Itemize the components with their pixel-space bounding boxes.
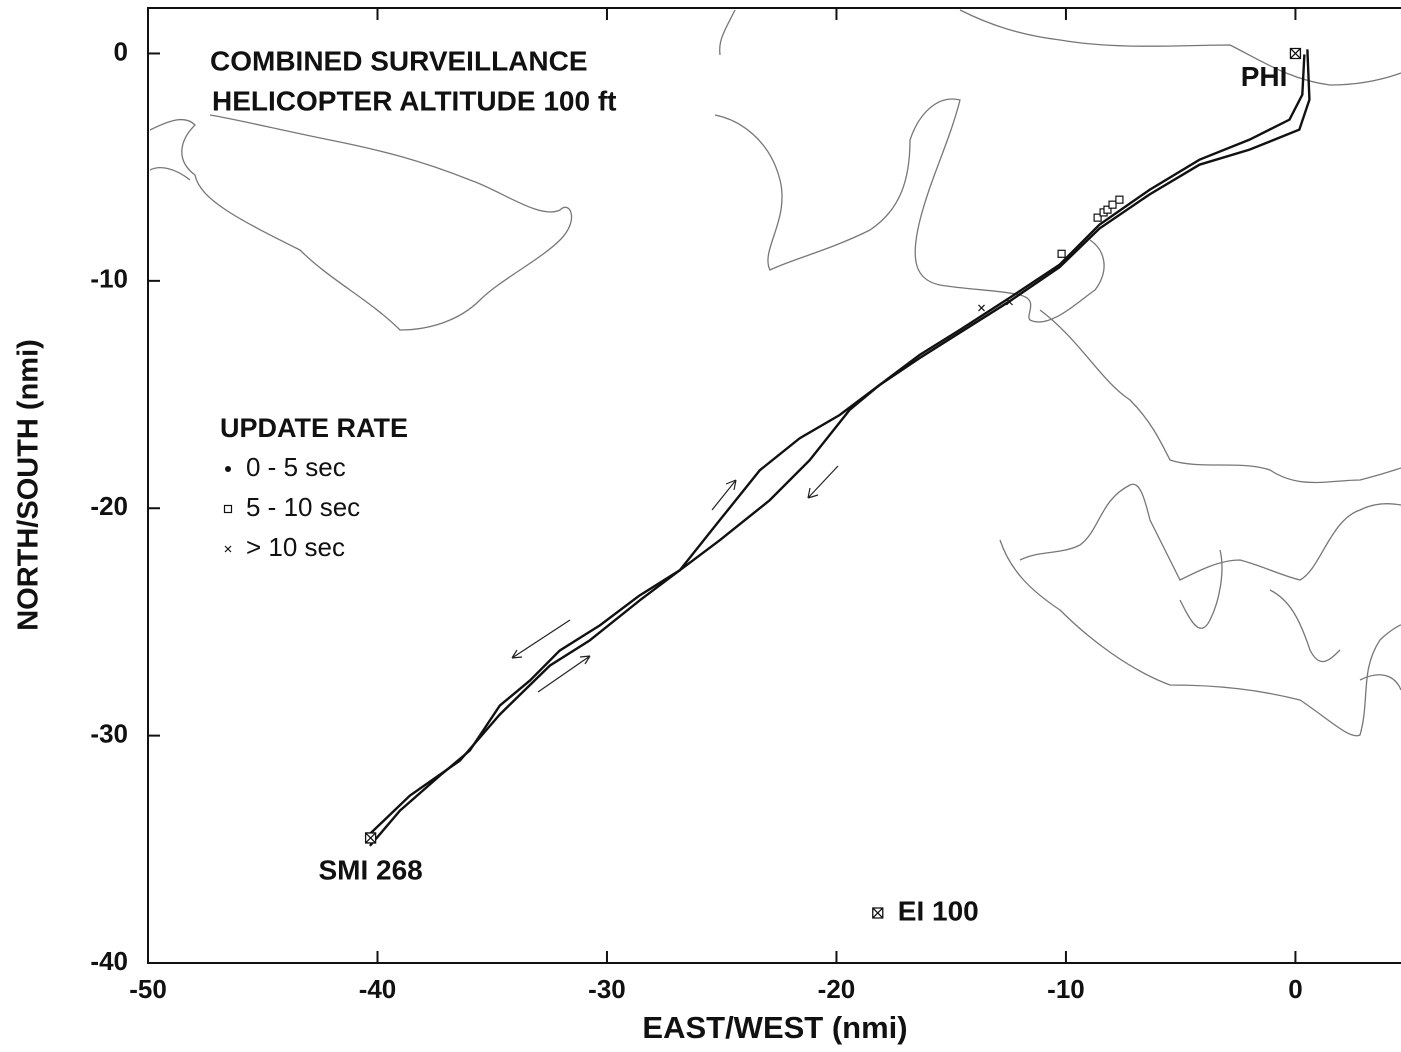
x-axis-label: EAST/WEST (nmi) [642,1010,907,1045]
direction-arrows [511,465,839,693]
marker-x [1006,298,1013,306]
arrow [807,465,839,499]
marker-square [1103,205,1112,214]
site-marker [364,832,377,844]
y-tick-label: -30 [90,718,128,748]
legend-label: > 10 sec [246,532,345,562]
coastline [959,9,1401,86]
marker-dot [225,466,231,472]
x-tick-label: -20 [818,974,856,1004]
coastline [149,167,191,181]
arrow [511,619,571,659]
coastline [999,539,1401,737]
track-line [367,49,1311,837]
y-axis-label: NORTH/SOUTH (nmi) [13,339,45,631]
marker-square [1115,195,1124,204]
plot-frame [147,7,1401,964]
y-tick-label: -40 [90,946,128,976]
legend-label: 5 - 10 sec [246,492,360,522]
y-tick-label: 0 [114,36,128,66]
y-tick-label: -10 [90,264,128,294]
track-line [369,54,1306,847]
coastline [1179,549,1223,629]
x-tick-label: 0 [1288,974,1302,1004]
site-label: EI 100 [898,895,979,926]
coastline [719,9,736,56]
marker-square [1093,213,1102,222]
marker-square [1108,200,1117,209]
x-tick-label: -50 [129,974,167,1004]
chart-title: HELICOPTER ALTITUDE 100 ft [212,85,616,116]
coastline [1019,483,1401,581]
marker-x [978,304,985,312]
coastline [1359,674,1401,691]
coastline [714,98,1105,323]
legend-title: UPDATE RATE [220,413,408,443]
site-label: PHI [1241,61,1288,92]
legend-label: 0 - 5 sec [246,452,346,482]
arrow [711,479,737,511]
marker-square [223,504,233,514]
site-marker [1289,47,1302,60]
coastline [1039,309,1401,484]
site-marker [872,907,884,919]
coastline [1269,589,1341,663]
arrow [537,655,591,693]
site-label: SMI 268 [318,854,422,885]
x-tick-label: -30 [588,974,626,1004]
x-tick-label: -10 [1047,974,1085,1004]
x-tick-label: -40 [359,974,397,1004]
coastline [149,114,573,331]
coastlines [149,9,1401,737]
marker-x [224,545,232,553]
chart-title: COMBINED SURVEILLANCE [210,45,588,76]
y-tick-label: -20 [90,491,128,521]
marker-square [1057,249,1066,258]
